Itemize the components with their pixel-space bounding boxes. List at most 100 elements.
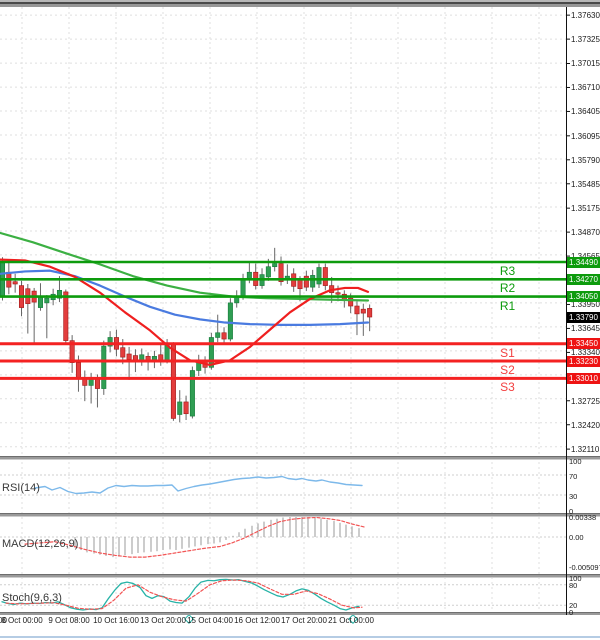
time-axis-label: 21 Oct 00:00 <box>328 616 374 625</box>
candle-bullish[interactable] <box>215 332 221 338</box>
stoch-scale-label: 80 <box>569 580 578 590</box>
candle-bullish[interactable] <box>107 337 113 347</box>
panel-separator-main-rsi[interactable] <box>0 456 600 460</box>
price-axis-tick-label: 1.33950 <box>571 300 600 310</box>
candle-bullish[interactable] <box>272 263 278 268</box>
price-axis-tick-label: 1.37630 <box>571 11 600 21</box>
candle-bearish[interactable] <box>348 297 354 307</box>
macd-signal-line <box>24 516 365 558</box>
candle-bearish[interactable] <box>183 401 189 415</box>
price-axis-tick-label: 1.32725 <box>571 396 600 406</box>
time-axis-label: 13 Oct 20:00 <box>140 616 186 625</box>
rsi-scale-label: 0 <box>569 507 574 516</box>
rsi-scale-label: 70 <box>569 472 578 481</box>
ma-slow-green <box>0 231 370 302</box>
candle-bearish[interactable] <box>303 275 309 288</box>
candle-bearish[interactable] <box>120 347 126 358</box>
resistance-price-box-R2: 1.34270 <box>567 273 600 285</box>
level-label-R2: R2 <box>499 281 516 296</box>
candle-bearish[interactable] <box>297 279 303 290</box>
price-axis-tick-label: 1.33340 <box>571 348 600 358</box>
time-axis-label: 9 Oct 08:00 <box>48 616 90 625</box>
candle-bullish[interactable] <box>189 370 195 417</box>
time-axis-marker-icon[interactable] <box>348 614 358 624</box>
window-top-border <box>0 0 600 7</box>
time-axis-label: 15 Oct 04:00 <box>187 616 233 625</box>
support-price-box-S3: 1.33010 <box>567 372 600 384</box>
candle-bearish[interactable] <box>126 353 132 360</box>
price-axis-tick-label: 1.37015 <box>571 59 600 69</box>
price-axis-tick-label: 1.36710 <box>571 83 600 93</box>
rsi-scale-label: 30 <box>569 492 578 501</box>
window-bottom-line <box>0 636 600 638</box>
candle-bearish[interactable] <box>69 340 75 363</box>
support-price-box-S1: 1.33450 <box>567 338 600 350</box>
candle-bearish[interactable] <box>170 344 176 419</box>
candle-bullish[interactable] <box>177 401 183 415</box>
price-axis-tick-label: 1.35790 <box>571 155 600 165</box>
candle-bearish[interactable] <box>94 378 100 389</box>
time-axis-label: 10 Oct 16:00 <box>93 616 139 625</box>
candle-bearish[interactable] <box>221 332 227 340</box>
panel-separator-rsi-macd[interactable] <box>0 513 600 517</box>
candle-bullish[interactable] <box>56 290 62 299</box>
price-axis-tick-label: 1.35175 <box>571 204 600 214</box>
candle-bullish[interactable] <box>37 297 43 308</box>
candle-bullish[interactable] <box>310 275 316 288</box>
candle-bearish[interactable] <box>367 308 373 318</box>
macd-scale-label: -0.005097 <box>569 563 600 573</box>
macd-scale-label: 0.00 <box>569 533 584 542</box>
level-label-R1: R1 <box>499 298 516 313</box>
price-axis-tick-label: 1.33645 <box>571 324 600 334</box>
stoch-scale-label: 20 <box>569 601 578 611</box>
level-label-S3: S3 <box>500 380 515 395</box>
candle-bullish[interactable] <box>101 345 107 389</box>
candle-bullish[interactable] <box>246 271 252 279</box>
panel-separator-macd-stoch[interactable] <box>0 574 600 578</box>
price-axis-tick-label: 1.32420 <box>571 420 600 430</box>
candle-bearish[interactable] <box>12 281 18 285</box>
level-label-R3: R3 <box>499 264 516 278</box>
candle-bullish[interactable] <box>227 302 233 340</box>
time-axis-label: 8 Oct 00:00 <box>1 616 43 625</box>
candle-bearish[interactable] <box>158 354 164 361</box>
resistance-price-box-R3: 1.34490 <box>567 256 600 268</box>
candle-bullish[interactable] <box>208 337 214 368</box>
candle-bearish[interactable] <box>75 362 81 379</box>
rsi-label: RSI(14) <box>2 482 40 494</box>
macd-label: MACD(12,26,9) <box>2 538 79 550</box>
candle-bearish[interactable] <box>354 305 360 315</box>
candle-bullish[interactable] <box>316 267 322 285</box>
time-axis-marker-icon[interactable] <box>184 614 194 624</box>
level-label-S1: S1 <box>500 345 515 360</box>
resistance-price-box-R1: 1.34050 <box>567 291 600 303</box>
time-axis-label: 17 Oct 20:00 <box>281 616 327 625</box>
candle-bearish[interactable] <box>360 308 366 314</box>
candle-bearish[interactable] <box>63 291 69 341</box>
price-axis-line <box>566 7 567 615</box>
candle-bearish[interactable] <box>278 263 284 282</box>
candle-bearish[interactable] <box>335 292 341 295</box>
stoch-label: Stoch(9,6,3) <box>2 592 62 604</box>
price-axis-tick-label: 1.32110 <box>571 445 600 455</box>
macd-scale-label: 0.00338 <box>569 513 597 522</box>
rsi-line <box>34 475 363 495</box>
candle-bullish[interactable] <box>265 266 271 278</box>
price-axis-tick-label: 1.34870 <box>571 228 600 238</box>
candle-bullish[interactable] <box>240 278 246 297</box>
ma-mid-blue <box>0 269 370 326</box>
time-axis-label: 16 Oct 12:00 <box>234 616 280 625</box>
candle-bearish[interactable] <box>322 267 328 286</box>
stoch-scale-label: 0 <box>569 608 574 617</box>
time-axis-line <box>0 612 600 615</box>
current-price-box: 1.33790 <box>567 311 600 323</box>
price-axis-tick-label: 1.37325 <box>571 35 600 45</box>
price-axis-tick-label: 1.36095 <box>571 131 600 141</box>
stoch-scale-label: 100 <box>569 574 582 583</box>
time-axis-label-partial: 00 <box>0 616 7 625</box>
candle-bullish[interactable] <box>44 297 50 304</box>
stoch-k-line <box>1 578 360 611</box>
ma-fast-red <box>0 258 370 367</box>
